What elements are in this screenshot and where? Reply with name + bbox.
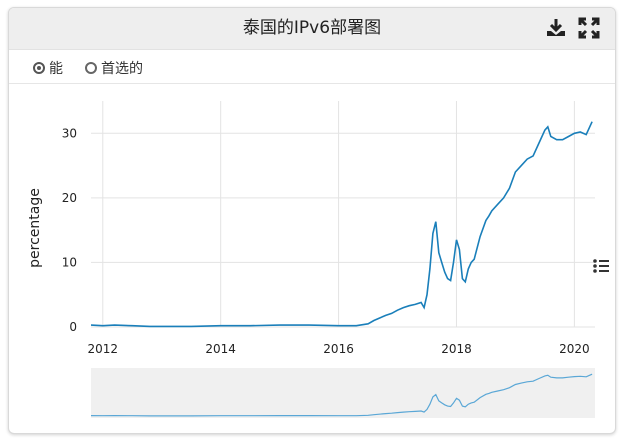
line-chart: 0 10 20 30 2012 2014 2016 2018 2020 percentage <box>27 101 595 418</box>
fullscreen-button[interactable] <box>577 16 601 40</box>
y-axis: 0 10 20 30 <box>62 126 77 334</box>
series-line <box>90 121 593 328</box>
y-axis-label: percentage <box>27 188 43 268</box>
x-tick-label: 2016 <box>323 342 354 356</box>
fullscreen-icon <box>578 17 600 39</box>
series-mode-radios: 能 首选的 <box>9 53 615 84</box>
x-axis: 2012 2014 2016 2018 2020 <box>88 342 590 356</box>
y-tick-label: 10 <box>62 255 77 269</box>
x-tick-label: 2012 <box>88 342 119 356</box>
chart-menu-button[interactable] <box>592 257 610 275</box>
x-tick-label: 2020 <box>559 342 590 356</box>
download-button[interactable] <box>544 16 568 40</box>
chart-grid <box>91 101 595 328</box>
radio-preferred[interactable]: 首选的 <box>85 59 143 77</box>
radio-preferred-label: 首选的 <box>101 61 143 77</box>
radio-unselected-icon <box>85 62 97 74</box>
y-tick-label: 30 <box>62 126 77 140</box>
chart-title: 泰国的IPv6部署图 <box>242 18 382 38</box>
radio-capable[interactable]: 能 <box>33 59 63 77</box>
navigator-background[interactable] <box>91 368 595 418</box>
navigator-line <box>90 373 593 417</box>
y-tick-label: 20 <box>62 191 77 205</box>
list-menu-icon <box>593 259 609 273</box>
download-icon <box>547 19 565 36</box>
chart-header: 泰国的IPv6部署图 <box>9 8 615 50</box>
y-tick-label: 0 <box>69 320 77 334</box>
radio-capable-label: 能 <box>49 61 63 77</box>
chart-card: 泰国的IPv6部署图 能 首选的 <box>8 7 616 434</box>
radio-selected-icon <box>33 62 45 74</box>
x-tick-label: 2014 <box>205 342 236 356</box>
x-tick-label: 2018 <box>441 342 472 356</box>
